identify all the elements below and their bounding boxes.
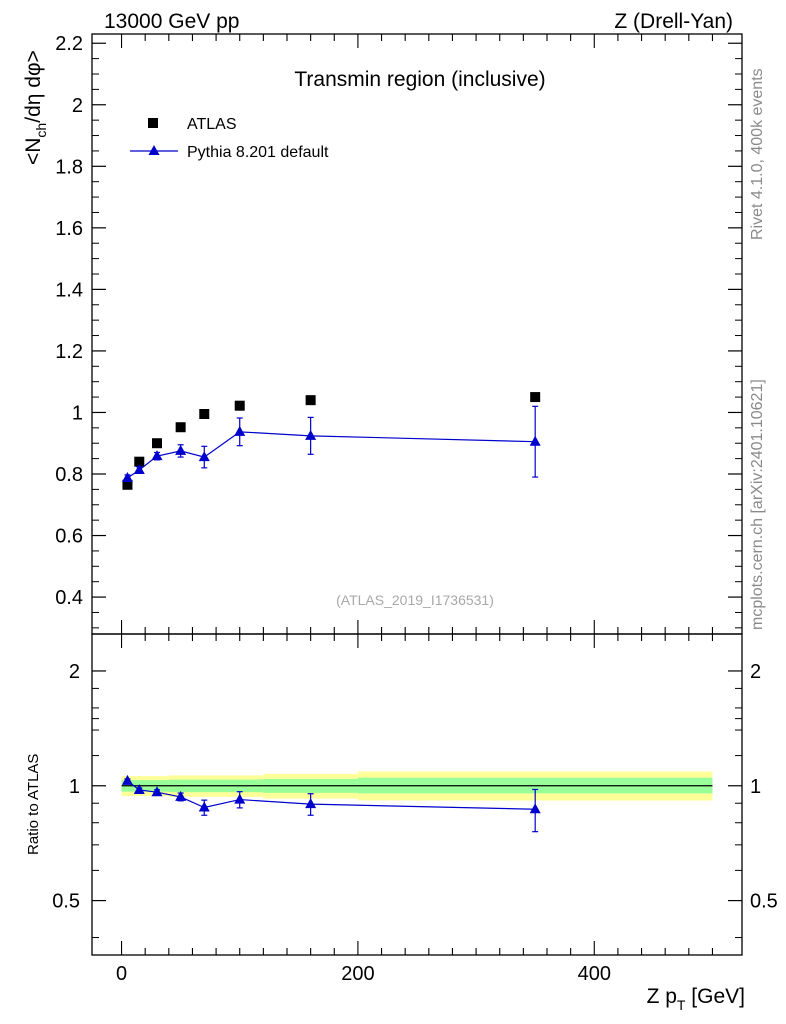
ratio-pythia-point [151, 786, 163, 797]
ratio-xlabel: Z pT [GeV] [647, 985, 745, 1013]
legend: ATLAS Pythia 8.201 default [130, 116, 329, 161]
pythia-point [151, 450, 163, 461]
ratio-ytick-label-right: 1 [750, 776, 761, 798]
atlas-point [530, 392, 541, 403]
main-ytick-label: 2.2 [55, 33, 83, 55]
ratio-xtick-label: 0 [116, 963, 127, 985]
atlas-point [134, 456, 145, 467]
pythia-point [175, 444, 187, 455]
legend-atlas-label: ATLAS [187, 116, 237, 133]
pythia-point [133, 464, 145, 474]
main-ytick-label: 0.4 [55, 587, 83, 609]
pythia-line [127, 431, 536, 479]
chart-title: Transmin region (inclusive) [294, 68, 545, 91]
mcplots-label: mcplots.cern.ch [arXiv:2401.10621] [749, 379, 766, 630]
main-ytick-label: 1.6 [55, 218, 83, 240]
main-ytick-label: 1 [72, 402, 83, 424]
atlas-point [122, 479, 133, 490]
main-ytick-label: 1.2 [55, 341, 83, 363]
ratio-ytick-label-left: 1 [69, 776, 80, 798]
legend-pythia-label: Pythia 8.201 default [187, 144, 329, 161]
main-ytick-label: 0.6 [55, 526, 83, 548]
ratio-pythia-point [121, 774, 133, 785]
rivet-label: Rivet 4.1.0, 400k events [749, 68, 766, 240]
ratio-xtick-label: 400 [578, 963, 611, 985]
pythia-point [121, 472, 133, 482]
header-right: Z (Drell-Yan) [614, 10, 733, 33]
pythia-point [198, 451, 210, 462]
xlabel-sub: T [677, 997, 686, 1013]
watermark: (ATLAS_2019_I1736531) [336, 592, 494, 608]
main-ytick-label: 2 [72, 95, 83, 117]
main-ytick-label: 0.8 [55, 464, 83, 486]
main-ylabel: <Nch/dη dφ> [22, 50, 49, 165]
legend-pythia-marker [148, 145, 160, 155]
main-ylabel-part1: <N [22, 138, 45, 165]
pythia-point [234, 425, 246, 436]
main-ylabel-sub: ch [33, 123, 49, 138]
header-left: 13000 GeV pp [104, 10, 239, 33]
ratio-ytick-label-left: 2 [69, 661, 80, 683]
ratio-pythia-point [133, 783, 145, 794]
ratio-ytick-label-right: 0.5 [750, 891, 778, 913]
xlabel-part1: Z p [647, 985, 677, 1008]
ratio-pythia-point [198, 801, 210, 812]
ratio-pythia-point [234, 793, 246, 804]
ratio-pythia-point [175, 790, 187, 801]
main-ytick-label: 1.4 [55, 279, 83, 301]
atlas-point [305, 395, 316, 406]
ratio-ytick-label-left: 0.5 [52, 891, 80, 913]
main-ylabel-part2: /dη dφ> [22, 50, 45, 123]
atlas-point [175, 422, 186, 433]
xlabel-part2: [GeV] [685, 985, 745, 1008]
main-panel: 0.4 0.6 0.8 1 1.2 1.4 1.6 1.8 2 2.2 [55, 33, 743, 635]
atlas-point [152, 438, 162, 449]
legend-atlas-marker [148, 118, 158, 128]
ratio-frame [91, 633, 743, 956]
atlas-point [234, 400, 245, 411]
ratio-panel: 0 200 400 0.5 0.5 1 1 2 2 [52, 633, 778, 985]
ratio-xtick-label: 200 [341, 963, 374, 985]
atlas-point [199, 409, 210, 419]
ratio-ytick-label-right: 2 [750, 661, 761, 683]
ratio-ylabel: Ratio to ATLAS [25, 754, 42, 855]
ratio-pythia-point [305, 798, 317, 809]
ratio-pythia-point [529, 803, 541, 814]
pythia-point [529, 435, 541, 446]
pythia-point [305, 429, 317, 440]
main-ytick-label: 1.8 [55, 156, 83, 178]
